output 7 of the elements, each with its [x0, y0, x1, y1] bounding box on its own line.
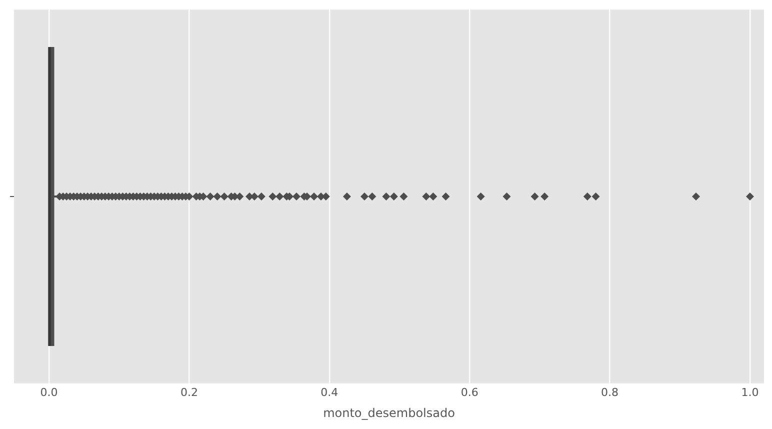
x-tick-label: 0.0: [40, 386, 58, 399]
x-tick-label: 0.6: [460, 386, 478, 399]
x-tick-label: 0.2: [180, 386, 198, 399]
x-axis-title: monto_desembolsado: [323, 406, 455, 420]
x-tick-label: 1.0: [741, 386, 759, 399]
x-tick-label: 0.8: [601, 386, 619, 399]
x-tick-label: 0.4: [320, 386, 338, 399]
